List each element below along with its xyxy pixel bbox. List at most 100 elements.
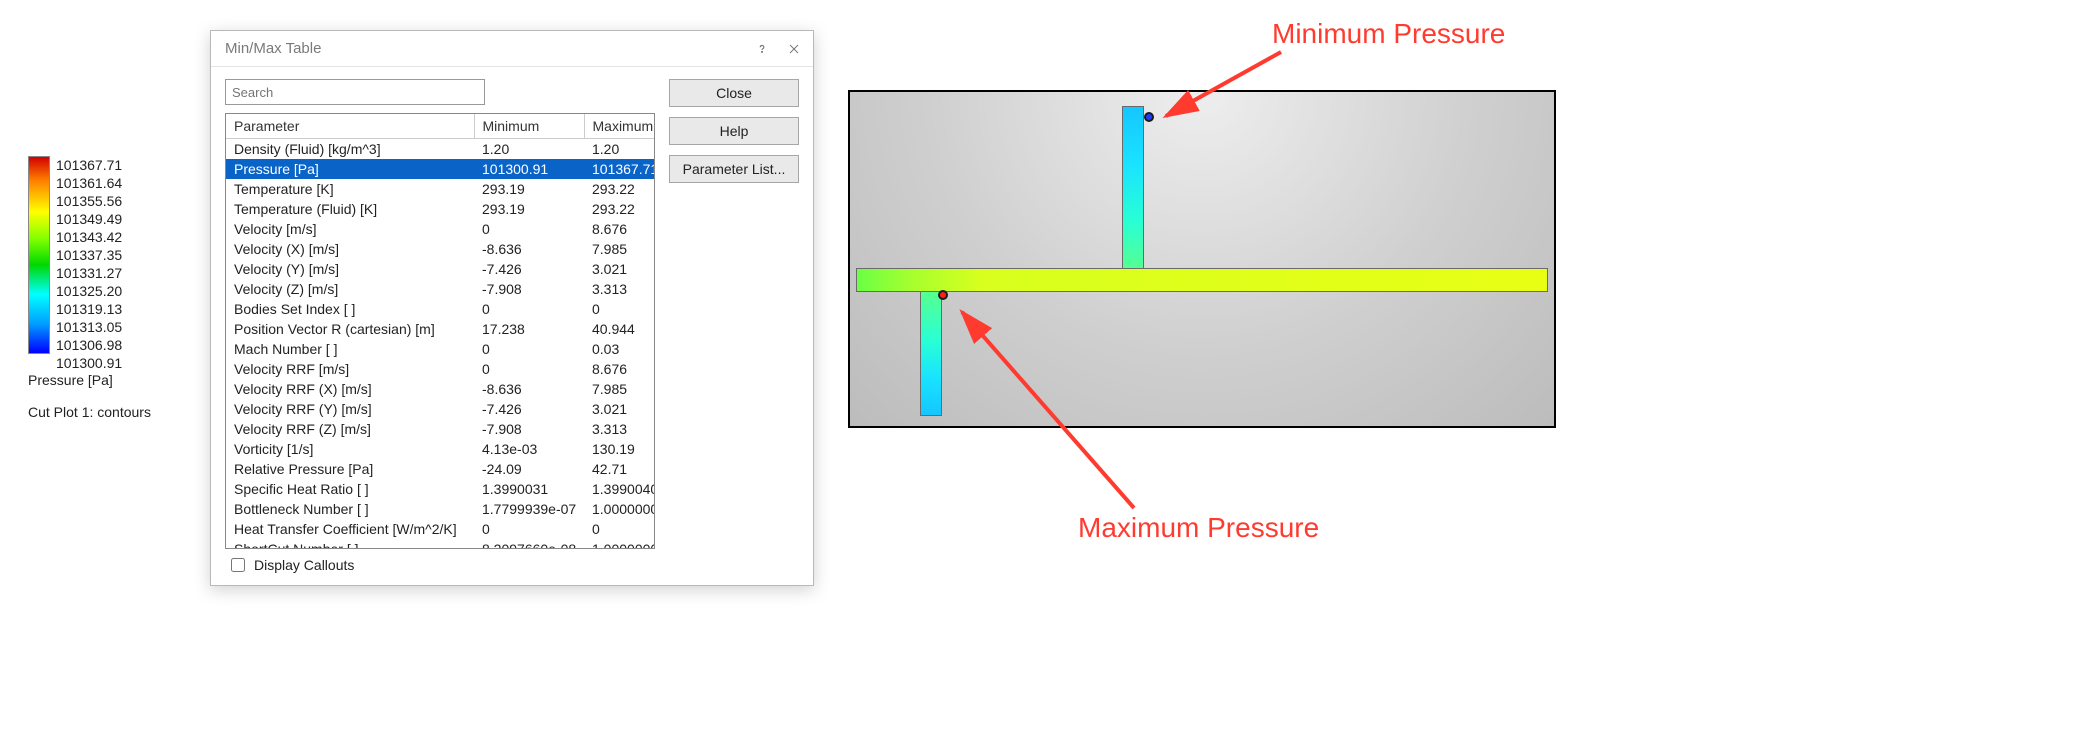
cell-minimum: 4.13e-03 (474, 439, 584, 459)
cell-parameter: Specific Heat Ratio [ ] (226, 479, 474, 499)
table-row[interactable]: Specific Heat Ratio [ ]1.39900311.399004… (226, 479, 654, 499)
help-button[interactable]: Help (669, 117, 799, 145)
parameter-table-scroll[interactable]: Parameter Minimum Maximum Density (Fluid… (226, 114, 654, 548)
cell-parameter: Velocity RRF [m/s] (226, 359, 474, 379)
pipe-branch-top (1122, 106, 1144, 272)
table-row[interactable]: Velocity [m/s]08.676 (226, 219, 654, 239)
cell-parameter: Density (Fluid) [kg/m^3] (226, 139, 474, 160)
cell-parameter: Velocity (Z) [m/s] (226, 279, 474, 299)
table-row[interactable]: Velocity RRF (Y) [m/s]-7.4263.021 (226, 399, 654, 419)
col-header-parameter[interactable]: Parameter (226, 114, 474, 139)
cell-minimum: -24.09 (474, 459, 584, 479)
cell-parameter: Temperature [K] (226, 179, 474, 199)
table-row[interactable]: Pressure [Pa]101300.91101367.71 (226, 159, 654, 179)
cell-minimum: -7.426 (474, 399, 584, 419)
cell-parameter: Position Vector R (cartesian) [m] (226, 319, 474, 339)
display-callouts-checkbox[interactable]: Display Callouts (225, 549, 655, 575)
cell-minimum: -8.636 (474, 379, 584, 399)
legend-value: 101331.27 (56, 264, 122, 282)
table-row[interactable]: Velocity (X) [m/s]-8.6367.985 (226, 239, 654, 259)
cell-maximum: 0.03 (584, 339, 654, 359)
table-row[interactable]: ShortCut Number [ ]8.2097660e-081.000000… (226, 539, 654, 548)
cell-parameter: Pressure [Pa] (226, 159, 474, 179)
color-legend: 101367.71101361.64101355.56101349.491013… (28, 156, 122, 354)
legend-value: 101349.49 (56, 210, 122, 228)
table-row[interactable]: Heat Transfer Coefficient [W/m^2/K]00 (226, 519, 654, 539)
cell-minimum: 101300.91 (474, 159, 584, 179)
cell-maximum: 130.19 (584, 439, 654, 459)
cell-maximum: 7.985 (584, 379, 654, 399)
cell-parameter: Velocity [m/s] (226, 219, 474, 239)
dialog-titlebar[interactable]: Min/Max Table (211, 31, 813, 67)
cell-parameter: Velocity RRF (X) [m/s] (226, 379, 474, 399)
col-header-minimum[interactable]: Minimum (474, 114, 584, 139)
table-row[interactable]: Position Vector R (cartesian) [m]17.2384… (226, 319, 654, 339)
pipe-branch-bottom (920, 290, 942, 416)
pipe-main-horizontal (856, 268, 1548, 292)
cell-parameter: Temperature (Fluid) [K] (226, 199, 474, 219)
cell-parameter: Heat Transfer Coefficient [W/m^2/K] (226, 519, 474, 539)
cell-maximum: 42.71 (584, 459, 654, 479)
cell-maximum: 101367.71 (584, 159, 654, 179)
cell-minimum: 0 (474, 299, 584, 319)
cell-maximum: 0 (584, 519, 654, 539)
cell-minimum: 293.19 (474, 179, 584, 199)
cell-maximum: 3.313 (584, 419, 654, 439)
cell-parameter: ShortCut Number [ ] (226, 539, 474, 548)
table-row[interactable]: Velocity RRF (Z) [m/s]-7.9083.313 (226, 419, 654, 439)
cell-minimum: 1.7799939e-07 (474, 499, 584, 519)
cell-maximum: 3.021 (584, 259, 654, 279)
legend-title: Pressure [Pa] (28, 372, 113, 388)
cell-parameter: Bodies Set Index [ ] (226, 299, 474, 319)
legend-value: 101300.91 (56, 354, 122, 372)
cell-minimum: 293.19 (474, 199, 584, 219)
cell-parameter: Velocity (Y) [m/s] (226, 259, 474, 279)
cell-maximum: 0 (584, 299, 654, 319)
cell-maximum: 8.676 (584, 359, 654, 379)
cell-minimum: 0 (474, 219, 584, 239)
cell-minimum: 8.2097660e-08 (474, 539, 584, 548)
table-row[interactable]: Velocity (Y) [m/s]-7.4263.021 (226, 259, 654, 279)
table-row[interactable]: Bottleneck Number [ ]1.7799939e-071.0000… (226, 499, 654, 519)
legend-value: 101313.05 (56, 318, 122, 336)
search-input[interactable] (225, 79, 485, 105)
table-row[interactable]: Temperature [K]293.19293.22 (226, 179, 654, 199)
cell-maximum: 293.22 (584, 199, 654, 219)
min-pressure-marker (1144, 112, 1154, 122)
table-row[interactable]: Relative Pressure [Pa]-24.0942.71 (226, 459, 654, 479)
cell-minimum: -7.908 (474, 419, 584, 439)
cell-parameter: Velocity RRF (Z) [m/s] (226, 419, 474, 439)
cell-maximum: 293.22 (584, 179, 654, 199)
cell-minimum: -7.426 (474, 259, 584, 279)
table-row[interactable]: Temperature (Fluid) [K]293.19293.22 (226, 199, 654, 219)
cell-parameter: Velocity (X) [m/s] (226, 239, 474, 259)
legend-value-list: 101367.71101361.64101355.56101349.491013… (56, 156, 122, 354)
legend-value: 101355.56 (56, 192, 122, 210)
table-row[interactable]: Velocity (Z) [m/s]-7.9083.313 (226, 279, 654, 299)
table-row[interactable]: Mach Number [ ]00.03 (226, 339, 654, 359)
table-header-row: Parameter Minimum Maximum (226, 114, 654, 139)
table-row[interactable]: Vorticity [1/s]4.13e-03130.19 (226, 439, 654, 459)
close-icon[interactable] (785, 40, 803, 58)
table-row[interactable]: Velocity RRF [m/s]08.676 (226, 359, 654, 379)
legend-value: 101325.20 (56, 282, 122, 300)
cell-minimum: -7.908 (474, 279, 584, 299)
cell-maximum: 40.944 (584, 319, 654, 339)
cell-maximum: 1.0000000 (584, 499, 654, 519)
legend-subtitle: Cut Plot 1: contours (28, 404, 151, 420)
close-button[interactable]: Close (669, 79, 799, 107)
max-pressure-marker (938, 290, 948, 300)
table-row[interactable]: Density (Fluid) [kg/m^3]1.201.20 (226, 139, 654, 160)
parameter-list-button[interactable]: Parameter List... (669, 155, 799, 183)
minmax-table-dialog: Min/Max Table Parameter (210, 30, 814, 586)
cell-minimum: 1.3990031 (474, 479, 584, 499)
help-icon[interactable] (753, 40, 771, 58)
cell-minimum: -8.636 (474, 239, 584, 259)
legend-value: 101337.35 (56, 246, 122, 264)
table-row[interactable]: Bodies Set Index [ ]00 (226, 299, 654, 319)
table-row[interactable]: Velocity RRF (X) [m/s]-8.6367.985 (226, 379, 654, 399)
cell-maximum: 7.985 (584, 239, 654, 259)
display-callouts-input[interactable] (231, 558, 245, 572)
col-header-maximum[interactable]: Maximum (584, 114, 654, 139)
min-pressure-label: Minimum Pressure (1272, 18, 1505, 50)
